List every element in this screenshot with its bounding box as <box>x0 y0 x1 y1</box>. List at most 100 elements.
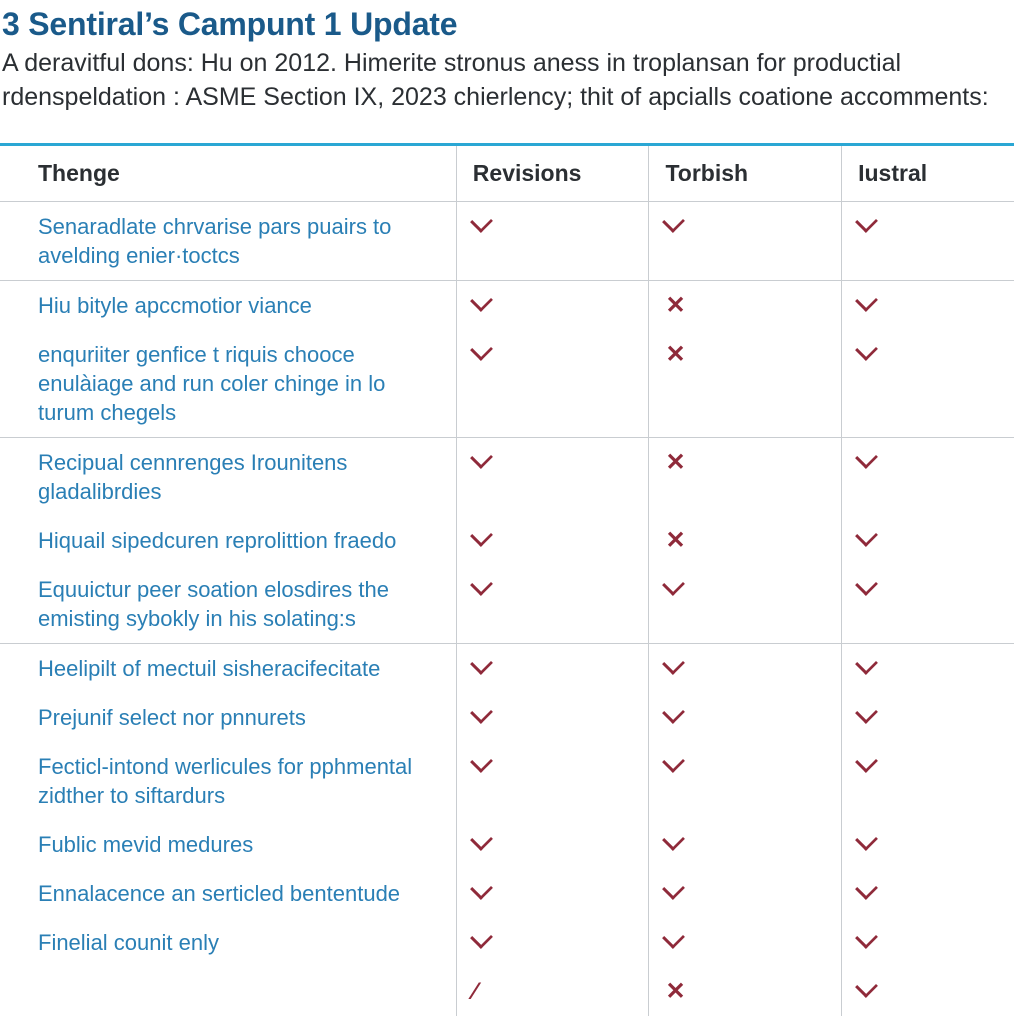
check-icon <box>473 929 490 954</box>
check-icon <box>858 576 875 601</box>
table-row: Ennalacence an serticled bententude <box>0 869 1014 918</box>
check-icon <box>473 655 490 680</box>
row-mark <box>842 820 1014 869</box>
row-mark <box>456 280 649 330</box>
table-header-row: Thenge Revisions Torbish Iustral <box>0 144 1014 201</box>
row-label: Senaradlate chrvarise pars puairs to ave… <box>0 201 456 280</box>
check-icon <box>858 449 875 474</box>
check-icon <box>858 213 875 238</box>
row-label: Fecticl-intond werlicules for pphmental … <box>0 742 456 820</box>
row-mark <box>842 516 1014 565</box>
table-row: Recipual cennrenges Irounitens gladalibr… <box>0 437 1014 516</box>
check-icon <box>665 655 682 680</box>
table-row: Hiu bityle apccmotior viance ✕ <box>0 280 1014 330</box>
page-heading: 3 Sentiral’s Campunt 1 Update <box>2 6 1014 43</box>
table-row: Senaradlate chrvarise pars puairs to ave… <box>0 201 1014 280</box>
table-row: enquriiter genfice t riquis chooce enulà… <box>0 330 1014 438</box>
check-icon <box>858 978 875 1003</box>
slash-icon: ⁄ <box>473 980 477 1004</box>
check-icon <box>665 880 682 905</box>
check-icon <box>665 929 682 954</box>
row-mark <box>842 643 1014 693</box>
col-header-thenge: Thenge <box>0 144 456 201</box>
check-icon <box>473 292 490 317</box>
check-icon <box>473 704 490 729</box>
row-mark <box>456 742 649 820</box>
row-mark <box>456 820 649 869</box>
check-icon <box>473 753 490 778</box>
cross-icon: ✕ <box>665 343 685 367</box>
row-mark <box>456 201 649 280</box>
comparison-table: Thenge Revisions Torbish Iustral Senarad… <box>0 143 1014 1017</box>
row-label: Hiquail sipedcuren reprolittion fraedo <box>0 516 456 565</box>
row-label: Ennalacence an serticled bententude <box>0 869 456 918</box>
check-icon <box>665 831 682 856</box>
row-mark <box>649 643 842 693</box>
row-label: enquriiter genfice t riquis chooce enulà… <box>0 330 456 438</box>
check-icon <box>858 929 875 954</box>
row-mark <box>456 330 649 438</box>
cross-icon: ✕ <box>665 529 685 553</box>
col-header-revisions: Revisions <box>456 144 649 201</box>
table-body: Senaradlate chrvarise pars puairs to ave… <box>0 201 1014 1016</box>
row-label: Recipual cennrenges Irounitens gladalibr… <box>0 437 456 516</box>
col-header-torbish: Torbish <box>649 144 842 201</box>
table-row: Equuictur peer soation elosdires the emi… <box>0 565 1014 644</box>
row-mark <box>842 565 1014 644</box>
check-icon <box>858 831 875 856</box>
row-label: Finelial counit enly <box>0 918 456 967</box>
table-row: Prejunif select nor pnnurets <box>0 693 1014 742</box>
row-mark <box>456 565 649 644</box>
row-label: Prejunif select nor pnnurets <box>0 693 456 742</box>
row-mark <box>456 693 649 742</box>
check-icon <box>665 704 682 729</box>
row-mark <box>649 565 842 644</box>
row-mark: ✕ <box>649 280 842 330</box>
row-mark <box>649 918 842 967</box>
col-header-iustral: Iustral <box>842 144 1014 201</box>
cross-icon: ✕ <box>665 451 685 475</box>
row-label: Equuictur peer soation elosdires the emi… <box>0 565 456 644</box>
table-row: ⁄✕ <box>0 967 1014 1016</box>
check-icon <box>473 527 490 552</box>
row-mark <box>842 280 1014 330</box>
row-mark <box>649 869 842 918</box>
row-mark <box>456 437 649 516</box>
row-mark <box>649 820 842 869</box>
table-row: Heelipilt of mectuil sisheracifecitate <box>0 643 1014 693</box>
cross-icon: ✕ <box>665 980 685 1004</box>
check-icon <box>858 341 875 366</box>
check-icon <box>858 704 875 729</box>
check-icon <box>473 213 490 238</box>
row-mark <box>842 869 1014 918</box>
table-row: Fecticl-intond werlicules for pphmental … <box>0 742 1014 820</box>
row-mark <box>842 437 1014 516</box>
check-icon <box>858 880 875 905</box>
row-mark: ✕ <box>649 967 842 1016</box>
check-icon <box>858 655 875 680</box>
check-icon <box>858 527 875 552</box>
row-mark <box>456 869 649 918</box>
check-icon <box>665 753 682 778</box>
table-row: Fublic mevid medures <box>0 820 1014 869</box>
row-mark <box>842 918 1014 967</box>
check-icon <box>473 880 490 905</box>
table-row: Hiquail sipedcuren reprolittion fraedo ✕ <box>0 516 1014 565</box>
check-icon <box>665 576 682 601</box>
row-mark: ✕ <box>649 516 842 565</box>
row-mark <box>842 201 1014 280</box>
check-icon <box>473 449 490 474</box>
row-mark <box>456 643 649 693</box>
row-label: Fublic mevid medures <box>0 820 456 869</box>
check-icon <box>858 292 875 317</box>
row-mark <box>456 516 649 565</box>
row-mark: ✕ <box>649 437 842 516</box>
check-icon <box>665 213 682 238</box>
row-mark <box>842 330 1014 438</box>
row-mark <box>649 742 842 820</box>
row-label: Hiu bityle apccmotior viance <box>0 280 456 330</box>
check-icon <box>473 341 490 366</box>
row-label: Heelipilt of mectuil sisheracifecitate <box>0 643 456 693</box>
row-mark <box>842 967 1014 1016</box>
check-icon <box>473 831 490 856</box>
